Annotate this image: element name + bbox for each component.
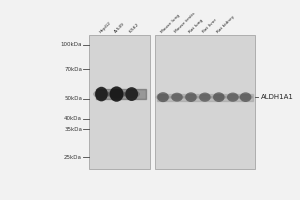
Text: 25kDa: 25kDa [64,155,82,160]
Ellipse shape [197,94,212,100]
Text: A-549: A-549 [114,22,126,34]
Ellipse shape [211,94,226,100]
Text: Mouse testis: Mouse testis [174,12,196,34]
Ellipse shape [125,87,138,101]
Text: 70kDa: 70kDa [64,67,82,72]
Ellipse shape [95,87,108,101]
Ellipse shape [107,89,126,99]
Bar [155,35,255,169]
Text: Mouse lung: Mouse lung [160,13,181,34]
Text: HepG2: HepG2 [99,21,112,34]
Ellipse shape [199,93,211,102]
Text: Rat lung: Rat lung [188,18,204,34]
Ellipse shape [123,90,140,98]
Ellipse shape [171,93,183,102]
Text: 100kDa: 100kDa [61,42,82,47]
Text: Rat liver: Rat liver [202,18,218,34]
Text: 35kDa: 35kDa [64,127,82,132]
Ellipse shape [225,94,240,100]
Text: 50kDa: 50kDa [64,96,82,101]
Ellipse shape [155,94,171,100]
Bar [89,35,150,169]
Ellipse shape [227,93,238,102]
Text: 40kDa: 40kDa [64,116,82,121]
Ellipse shape [157,92,169,102]
Ellipse shape [183,94,199,100]
Ellipse shape [240,92,251,102]
Text: K-562: K-562 [129,23,140,34]
Ellipse shape [93,90,110,98]
Ellipse shape [110,86,124,102]
Text: Rat kidney: Rat kidney [216,15,236,34]
Ellipse shape [238,94,253,100]
Ellipse shape [169,94,184,100]
Ellipse shape [213,92,225,102]
Text: ALDH1A1: ALDH1A1 [261,94,294,100]
Ellipse shape [185,92,197,102]
